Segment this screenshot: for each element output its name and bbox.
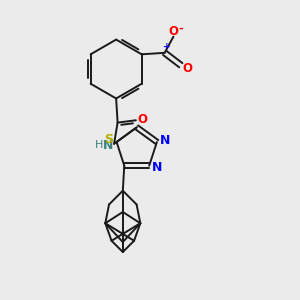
Text: O: O (168, 25, 178, 38)
Text: N: N (102, 139, 113, 152)
Text: O: O (137, 113, 147, 126)
Text: -: - (178, 23, 183, 33)
Text: S: S (104, 133, 113, 146)
Text: +: + (163, 42, 170, 51)
Text: H: H (94, 140, 103, 150)
Text: N: N (160, 134, 170, 147)
Text: N: N (152, 161, 163, 174)
Text: O: O (182, 62, 192, 75)
